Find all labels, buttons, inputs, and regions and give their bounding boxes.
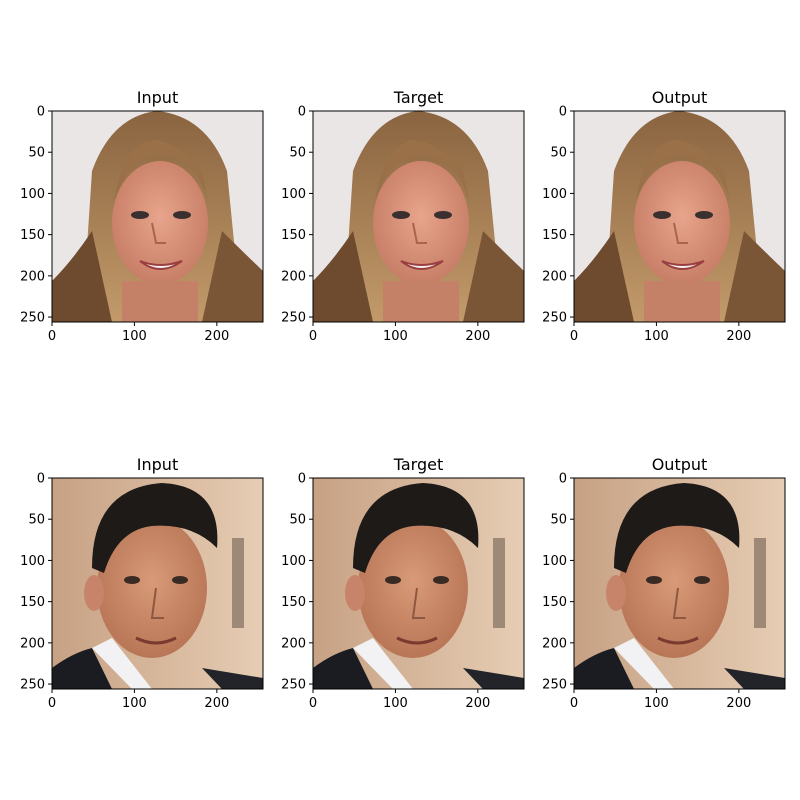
panel-r2-input: Input 0 100 200 0 50 100 150 200 250: [20, 455, 265, 711]
y-tick-label: 50: [289, 513, 306, 528]
y-tick-label: 0: [298, 472, 306, 487]
x-tick-label: 200: [204, 696, 229, 711]
y-tick-label: 0: [37, 105, 45, 120]
y-tick-label: 250: [281, 311, 306, 326]
man-face-photo-generated: [572, 476, 787, 691]
y-tick-label: 100: [542, 187, 567, 202]
y-tick-label: 150: [281, 228, 306, 243]
panel-title: Target: [393, 88, 444, 107]
y-tick-label: 250: [20, 311, 45, 326]
y-tick-label: 200: [542, 636, 567, 651]
panel-r1-target: Target 0 100 200 0 50 100 150 200 250: [281, 88, 525, 344]
x-tick-label: 0: [309, 329, 317, 344]
axes-frame: [51, 110, 264, 323]
x-tick-label: 100: [644, 329, 669, 344]
x-tick-label: 200: [465, 696, 490, 711]
y-tick-label: 100: [281, 187, 306, 202]
y-tick-label: 250: [281, 678, 306, 693]
woman-face-photo-target: [312, 110, 525, 323]
y-tick-label: 200: [20, 269, 45, 284]
panel-r2-target: Target 0 100 200 0 50 100 150 200 250: [281, 455, 526, 711]
x-tick-label: 200: [726, 329, 751, 344]
woman-face-photo-original: [51, 110, 264, 323]
x-tick-label: 100: [644, 696, 669, 711]
y-tick-label: 100: [20, 554, 45, 569]
x-tick-label: 200: [204, 329, 229, 344]
panel-r1-input: Input 0 100 200 0 50 100 150 200 250: [20, 88, 264, 344]
axes-frame: [312, 110, 525, 323]
x-tick-label: 0: [570, 329, 578, 344]
man-face-photo-original: [50, 476, 265, 691]
woman-face-photo-generated: [573, 110, 786, 323]
axes-frame: [573, 110, 786, 323]
panel-title: Output: [652, 88, 708, 107]
y-tick-label: 0: [559, 105, 567, 120]
y-tick-label: 50: [550, 513, 567, 528]
x-tick-label: 100: [122, 329, 147, 344]
x-tick-label: 200: [465, 329, 490, 344]
man-face-photo-target: [311, 476, 526, 691]
y-tick-label: 0: [298, 105, 306, 120]
panel-title: Target: [393, 455, 444, 474]
y-tick-label: 200: [281, 269, 306, 284]
y-tick-label: 200: [20, 636, 45, 651]
y-tick-label: 100: [281, 554, 306, 569]
panel-title: Input: [137, 455, 178, 474]
y-tick-label: 100: [20, 187, 45, 202]
x-tick-label: 100: [122, 696, 147, 711]
x-tick-label: 0: [309, 696, 317, 711]
axes-frame: [312, 477, 525, 690]
y-tick-label: 100: [542, 554, 567, 569]
x-tick-label: 0: [570, 696, 578, 711]
y-tick-label: 150: [542, 228, 567, 243]
y-tick-label: 200: [542, 269, 567, 284]
y-tick-label: 150: [20, 228, 45, 243]
x-tick-label: 0: [48, 696, 56, 711]
y-tick-label: 50: [550, 146, 567, 161]
panel-r2-output: Output 0 100 200 0 50 100 150 200 250: [542, 455, 787, 711]
axes-frame: [573, 477, 786, 690]
y-tick-label: 0: [559, 472, 567, 487]
y-tick-label: 250: [20, 678, 45, 693]
y-tick-label: 250: [542, 311, 567, 326]
panel-title: Input: [137, 88, 178, 107]
y-tick-label: 150: [281, 595, 306, 610]
panel-title: Output: [652, 455, 708, 474]
y-tick-label: 50: [289, 146, 306, 161]
panel-r1-output: Output 0 100 200 0 50 100 150 200 250: [542, 88, 786, 344]
y-tick-label: 200: [281, 636, 306, 651]
x-tick-label: 0: [48, 329, 56, 344]
y-tick-label: 150: [20, 595, 45, 610]
axes-frame: [51, 477, 264, 690]
y-tick-label: 50: [28, 513, 45, 528]
x-tick-label: 100: [383, 696, 408, 711]
x-tick-label: 200: [726, 696, 751, 711]
y-tick-label: 250: [542, 678, 567, 693]
y-tick-label: 0: [37, 472, 45, 487]
x-tick-label: 100: [383, 329, 408, 344]
y-tick-label: 50: [28, 146, 45, 161]
y-tick-label: 150: [542, 595, 567, 610]
